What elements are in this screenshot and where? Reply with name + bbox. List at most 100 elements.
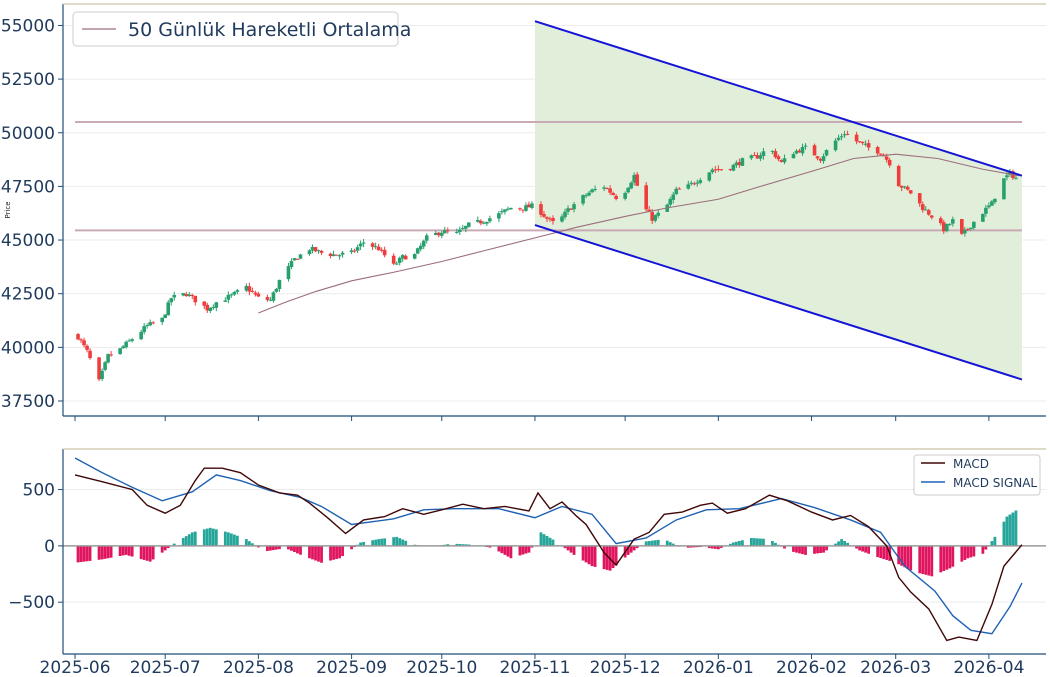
candle-body bbox=[295, 258, 300, 260]
x-tick-label: 2025-10 bbox=[406, 658, 477, 677]
histogram-bar bbox=[969, 545, 973, 558]
histogram-bar bbox=[819, 545, 822, 554]
histogram-bar bbox=[671, 543, 675, 546]
histogram-bar bbox=[269, 545, 272, 551]
histogram-bar bbox=[214, 529, 218, 546]
histogram-bar bbox=[121, 545, 125, 556]
histogram-bar bbox=[458, 544, 462, 546]
candle-body bbox=[623, 192, 627, 199]
candle-body bbox=[97, 357, 101, 380]
candle-body bbox=[169, 298, 174, 303]
candle-body bbox=[1002, 178, 1006, 200]
candle-body bbox=[455, 231, 459, 233]
candle-body bbox=[993, 198, 997, 203]
candle-body bbox=[584, 195, 588, 197]
histogram-bar bbox=[497, 545, 501, 552]
histogram-bar bbox=[635, 545, 639, 549]
histogram-bar bbox=[1002, 521, 1006, 546]
candle-body bbox=[629, 182, 633, 189]
histogram-bar bbox=[539, 532, 543, 546]
candle-body bbox=[770, 150, 775, 152]
candle-body bbox=[88, 350, 92, 359]
histogram-bar bbox=[518, 545, 522, 556]
histogram-bar bbox=[804, 545, 807, 555]
candle-body bbox=[127, 340, 131, 342]
histogram-bar bbox=[882, 545, 886, 560]
x-tick-label: 2025-06 bbox=[40, 658, 111, 677]
candle-body bbox=[442, 230, 447, 234]
candle-body bbox=[689, 182, 694, 184]
histogram-bar bbox=[629, 545, 633, 553]
price-axis-label: Price bbox=[4, 201, 12, 218]
histogram-bar bbox=[668, 542, 672, 546]
candle-body bbox=[731, 164, 736, 171]
candle-body bbox=[602, 187, 606, 189]
candle-body bbox=[545, 217, 549, 219]
histogram-bar bbox=[686, 545, 690, 548]
candle-body bbox=[677, 188, 682, 190]
histogram-bar bbox=[311, 545, 314, 560]
histogram-bar bbox=[332, 545, 335, 560]
macd-legend: MACD MACD SIGNAL bbox=[913, 454, 1041, 496]
candle-body bbox=[418, 245, 423, 250]
price-panel: 37500 40000 42500 45000 47500 50000 52500 55000… bbox=[1, 3, 1046, 417]
candle-body bbox=[800, 146, 805, 154]
histogram-bar bbox=[187, 534, 191, 546]
legend-label-signal: MACD SIGNAL bbox=[953, 476, 1037, 490]
candle-body bbox=[340, 252, 345, 255]
candle-body bbox=[896, 166, 901, 187]
x-tick-label: 2026-04 bbox=[953, 658, 1024, 677]
y-tick-label: 50000 bbox=[1, 124, 55, 144]
candle-body bbox=[797, 150, 802, 153]
candle-body bbox=[566, 208, 570, 212]
histogram-bar bbox=[290, 545, 293, 551]
histogram-bar bbox=[293, 545, 296, 553]
histogram-bar bbox=[455, 543, 459, 546]
candle-body bbox=[412, 253, 417, 259]
candle-body bbox=[719, 169, 724, 171]
candle-body bbox=[593, 188, 597, 190]
histogram-bar bbox=[963, 545, 967, 560]
macd-y-ticks: −500 0 500 bbox=[8, 481, 63, 613]
histogram-bar bbox=[611, 545, 615, 569]
histogram-bar bbox=[374, 539, 378, 546]
candle-body bbox=[506, 208, 510, 210]
histogram-bar bbox=[521, 545, 525, 555]
histogram-bar bbox=[296, 545, 299, 554]
histogram-bar bbox=[632, 545, 636, 551]
histogram-bar bbox=[103, 545, 107, 559]
candle-body bbox=[313, 247, 318, 252]
histogram-bar bbox=[798, 545, 801, 554]
histogram-bar bbox=[79, 545, 83, 563]
candle-body bbox=[605, 188, 609, 190]
x-tick-label: 2025-07 bbox=[130, 658, 201, 677]
moving-average-line bbox=[258, 153, 1020, 314]
histogram-bar bbox=[148, 545, 152, 562]
candle-body bbox=[103, 362, 107, 370]
histogram-bar bbox=[689, 545, 693, 548]
candle-body bbox=[845, 133, 850, 135]
histogram-bar bbox=[172, 543, 176, 546]
candle-body bbox=[740, 158, 745, 166]
candle-body bbox=[734, 162, 739, 166]
candle-body bbox=[698, 180, 703, 183]
histogram-bar bbox=[581, 545, 585, 561]
candle-body bbox=[476, 219, 480, 222]
histogram-bar bbox=[160, 545, 164, 553]
candle-body bbox=[521, 209, 525, 211]
histogram-bar bbox=[656, 539, 660, 546]
candle-body bbox=[190, 294, 195, 296]
candle-body bbox=[139, 331, 143, 340]
candle-body bbox=[244, 285, 249, 291]
candle-body bbox=[951, 219, 955, 224]
histogram-bar bbox=[530, 545, 534, 548]
histogram-bar bbox=[927, 545, 931, 576]
candle-body bbox=[361, 242, 366, 244]
candle-body bbox=[307, 250, 312, 255]
histogram-bar bbox=[223, 531, 227, 546]
candle-body bbox=[1014, 177, 1018, 179]
histogram-bar bbox=[308, 545, 311, 559]
histogram-bar bbox=[759, 538, 762, 546]
candle-body bbox=[626, 187, 630, 193]
